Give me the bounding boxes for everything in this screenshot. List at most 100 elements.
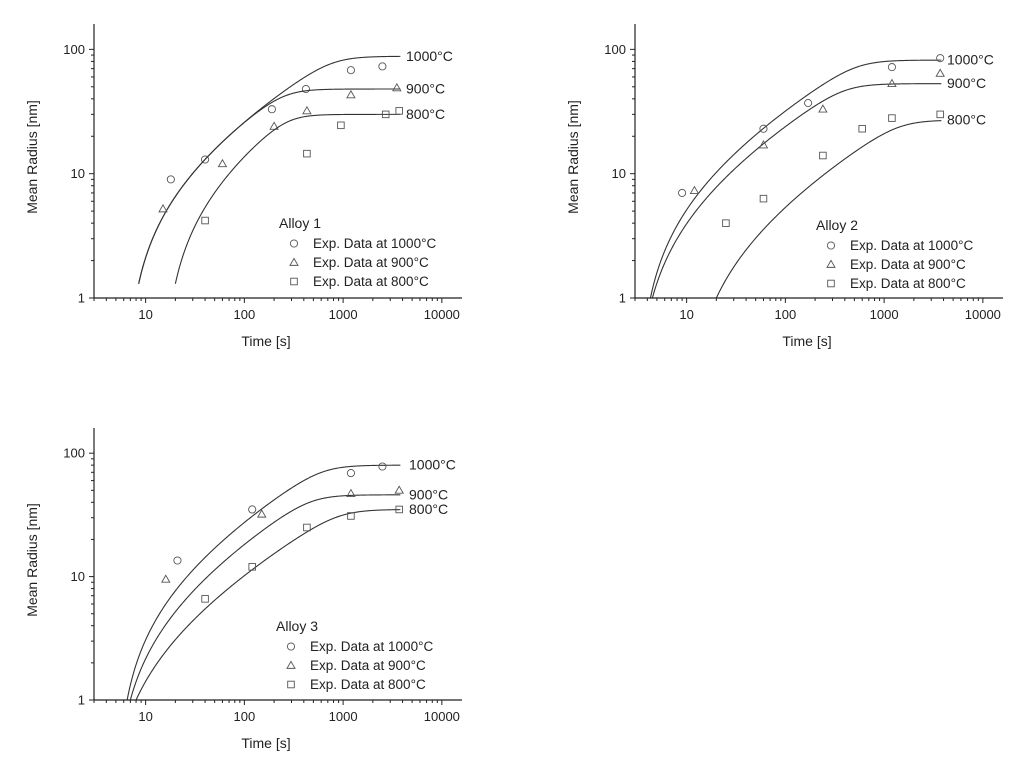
x-tick-label: 10	[138, 307, 152, 322]
data-point-circle	[678, 188, 687, 197]
x-tick-label: 1000	[329, 307, 358, 322]
data-point-square	[303, 149, 311, 158]
legend-title: Alloy 2	[816, 217, 858, 233]
series-label: 900°C	[947, 75, 986, 91]
data-point-triangle	[935, 68, 945, 77]
data-point-circle	[936, 54, 945, 63]
legend-marker-square	[827, 279, 835, 288]
y-tick-label: 100	[63, 446, 85, 461]
data-point-triangle	[161, 574, 171, 583]
model-curve-900°C	[129, 494, 401, 700]
data-point-circle	[346, 66, 355, 75]
y-axis-label: Mean Radius [nm]	[24, 100, 40, 214]
data-point-circle	[301, 84, 310, 94]
x-axis-label: Time [s]	[241, 333, 290, 349]
legend-entry-label: Exp. Data at 1000°C	[310, 639, 433, 654]
data-point-triangle	[346, 89, 356, 99]
model-curve-800°C	[174, 113, 401, 284]
data-point-triangle	[217, 158, 228, 168]
legend-marker-square	[287, 680, 295, 689]
legend-marker-triangle	[289, 257, 299, 266]
legend-marker-triangle	[826, 259, 836, 268]
x-tick-label: 10000	[965, 307, 1001, 322]
data-point-square	[201, 216, 209, 225]
data-point-triangle	[302, 105, 312, 115]
data-point-square	[381, 110, 390, 119]
chart-panel-3: 10 100 1000 10000 1 10 100 Time [s] Mean Radius …	[24, 428, 462, 751]
series-label: 800°C	[406, 106, 445, 122]
data-point-triangle	[689, 185, 700, 195]
legend-entry-label: Exp. Data at 1000°C	[313, 236, 436, 251]
legend-marker-circle	[289, 239, 299, 248]
series-label: 800°C	[947, 112, 986, 128]
data-point-square	[395, 107, 403, 115]
x-tick-label: 10000	[424, 307, 460, 322]
series-label: 1000°C	[406, 48, 453, 64]
legend-entry-label: Exp. Data at 900°C	[310, 658, 426, 673]
data-point-square	[347, 512, 355, 520]
data-point-square	[722, 219, 730, 227]
y-axis-label: Mean Radius [nm]	[565, 100, 581, 214]
y-tick-label: 10	[71, 166, 85, 181]
data-point-triangle	[887, 78, 897, 87]
data-point-square	[303, 523, 311, 532]
series-label: 900°C	[406, 81, 445, 97]
x-tick-label: 1000	[870, 307, 899, 322]
data-point-circle	[201, 155, 210, 164]
model-curve-1000°C	[649, 59, 942, 298]
y-tick-label: 10	[71, 569, 85, 584]
data-point-circle	[759, 124, 768, 133]
data-point-circle	[346, 469, 355, 478]
chart-panels: 10 100 1000 10000 1 10 100 Time [s] Mean Radius …	[24, 24, 1003, 751]
data-point-circle	[248, 505, 257, 514]
data-point-triangle	[269, 121, 279, 130]
model-curve-800°C	[715, 120, 942, 298]
x-tick-label: 10	[138, 709, 152, 724]
data-point-square	[819, 151, 827, 160]
x-tick-label: 1000	[329, 709, 358, 724]
model-curve-1000°C	[126, 464, 401, 700]
data-point-triangle	[758, 140, 769, 149]
data-point-circle	[166, 175, 175, 184]
data-point-square	[888, 114, 896, 122]
data-point-triangle	[392, 82, 402, 92]
y-axis-label: Mean Radius [nm]	[24, 503, 40, 617]
legend-entry-label: Exp. Data at 800°C	[850, 276, 966, 291]
legend-entry-label: Exp. Data at 900°C	[313, 255, 429, 270]
model-curve-800°C	[135, 509, 401, 700]
data-point-circle	[267, 105, 276, 114]
legend-marker-circle	[826, 241, 836, 250]
legend-entry-label: Exp. Data at 800°C	[310, 677, 426, 692]
data-point-circle	[887, 63, 896, 72]
x-tick-label: 100	[775, 307, 797, 322]
legend-marker-triangle	[286, 660, 296, 669]
model-curve-900°C	[651, 83, 942, 298]
y-tick-label: 10	[612, 166, 626, 181]
data-point-circle	[378, 62, 387, 71]
legend-marker-square	[290, 277, 298, 286]
y-tick-label: 1	[619, 291, 626, 306]
x-axis-label: Time [s]	[241, 735, 290, 751]
series-label: 1000°C	[409, 457, 456, 473]
y-tick-label: 1	[78, 693, 85, 708]
data-point-triangle	[818, 104, 828, 113]
data-point-square	[201, 595, 209, 603]
x-tick-label: 10000	[424, 709, 460, 724]
chart-panel-1: 10 100 1000 10000 1 10 100 Time [s] Mean Radius …	[24, 24, 462, 349]
y-tick-label: 1	[78, 291, 85, 306]
x-tick-label: 10	[679, 307, 693, 322]
x-tick-label: 100	[234, 307, 256, 322]
series-label: 900°C	[409, 486, 448, 502]
x-axis-label: Time [s]	[782, 333, 831, 349]
data-point-square	[337, 121, 345, 130]
legend-entry-label: Exp. Data at 900°C	[850, 257, 966, 272]
data-point-square	[858, 124, 866, 133]
legend-entry-label: Exp. Data at 800°C	[313, 274, 429, 289]
data-point-square	[936, 110, 944, 119]
data-point-circle	[378, 462, 387, 471]
chart-panel-2: 10 100 1000 10000 1 10 100 Time [s] Mean Radius …	[565, 24, 1003, 349]
data-point-circle	[804, 99, 813, 108]
data-point-square	[395, 505, 403, 514]
